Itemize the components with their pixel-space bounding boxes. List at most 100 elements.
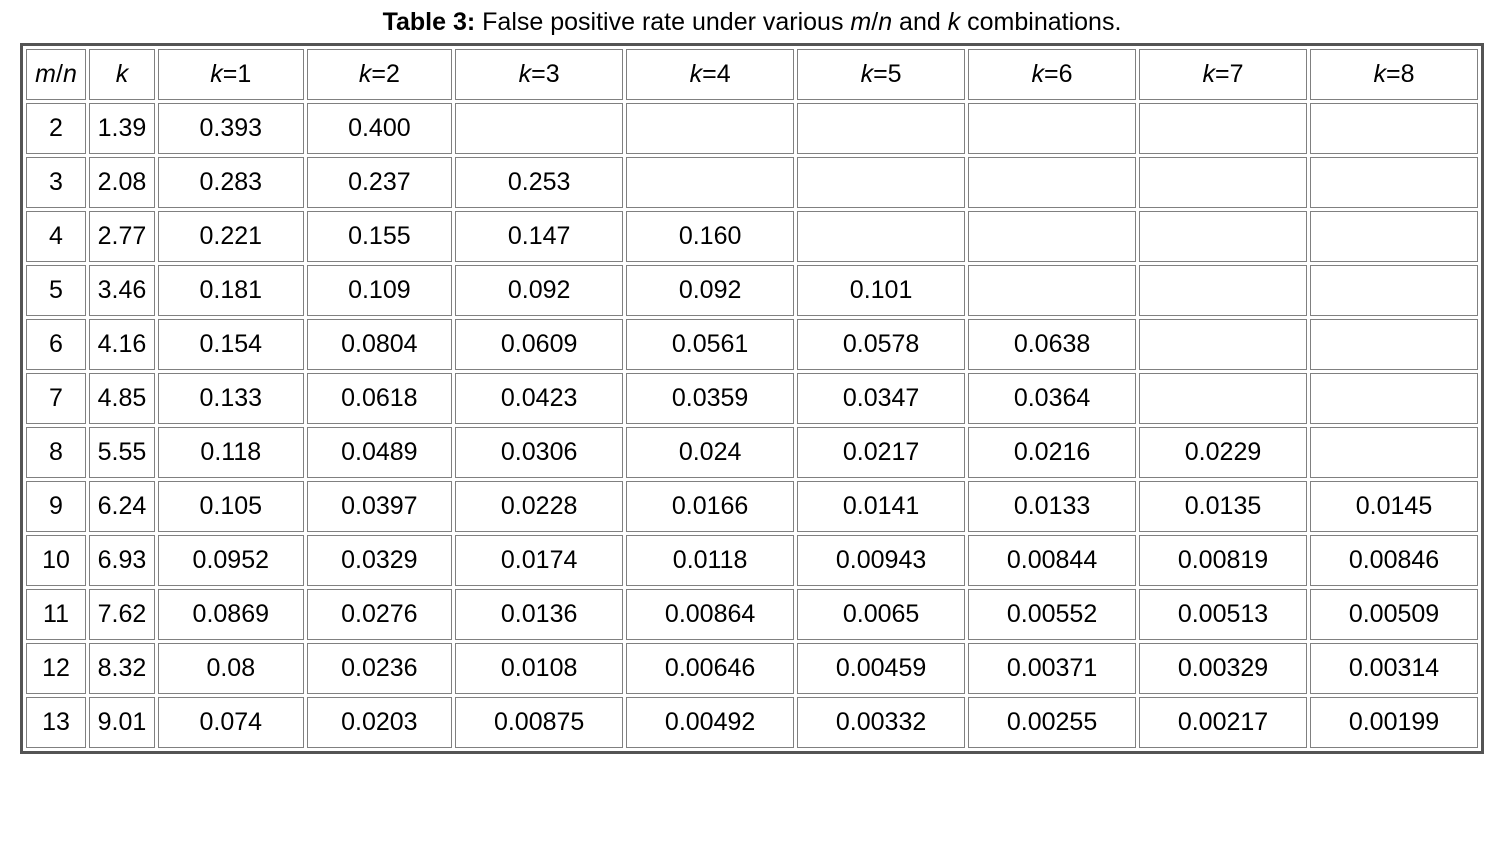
cell-value: 0.00509 bbox=[1310, 589, 1478, 640]
table-row: 42.770.2210.1550.1470.160 bbox=[26, 211, 1478, 262]
table-caption: Table 3: False positive rate under vario… bbox=[20, 8, 1484, 37]
cell-value: 0.0489 bbox=[307, 427, 453, 478]
header-k4-eq: = bbox=[702, 60, 717, 88]
cell-value: 0.00513 bbox=[1139, 589, 1307, 640]
table-row: 32.080.2830.2370.253 bbox=[26, 157, 1478, 208]
header-k3: k=3 bbox=[455, 49, 623, 100]
cell-value: 0.0236 bbox=[307, 643, 453, 694]
header-k6-k: k bbox=[1032, 60, 1045, 88]
cell-value: 0.181 bbox=[158, 265, 304, 316]
cell-value bbox=[1139, 103, 1307, 154]
cell-value: 0.0609 bbox=[455, 319, 623, 370]
header-k2: k=2 bbox=[307, 49, 453, 100]
cell-k: 1.39 bbox=[89, 103, 155, 154]
cell-value bbox=[1139, 373, 1307, 424]
cell-value: 0.00371 bbox=[968, 643, 1136, 694]
cell-mn: 2 bbox=[26, 103, 86, 154]
cell-value: 0.0141 bbox=[797, 481, 965, 532]
table-row: 85.550.1180.04890.03060.0240.02170.02160… bbox=[26, 427, 1478, 478]
table-body: 21.390.3930.40032.080.2830.2370.25342.77… bbox=[26, 103, 1478, 748]
cell-value bbox=[1310, 157, 1478, 208]
cell-value: 0.221 bbox=[158, 211, 304, 262]
cell-value: 0.0145 bbox=[1310, 481, 1478, 532]
cell-value: 0.0217 bbox=[797, 427, 965, 478]
header-k4-k: k bbox=[690, 60, 703, 88]
cell-mn: 9 bbox=[26, 481, 86, 532]
cell-value: 0.0174 bbox=[455, 535, 623, 586]
cell-value: 0.133 bbox=[158, 373, 304, 424]
header-mn-slash: / bbox=[56, 60, 63, 88]
header-k2-k: k bbox=[359, 60, 372, 88]
cell-value bbox=[1310, 265, 1478, 316]
caption-suffix: combinations. bbox=[960, 8, 1121, 36]
cell-value: 0.0229 bbox=[1139, 427, 1307, 478]
cell-value bbox=[968, 103, 1136, 154]
header-k6-eq: = bbox=[1044, 60, 1059, 88]
cell-value: 0.00646 bbox=[626, 643, 794, 694]
cell-value: 0.0869 bbox=[158, 589, 304, 640]
cell-value bbox=[1139, 265, 1307, 316]
cell-mn: 13 bbox=[26, 697, 86, 748]
cell-value bbox=[968, 211, 1136, 262]
cell-value: 0.0804 bbox=[307, 319, 453, 370]
cell-value: 0.0166 bbox=[626, 481, 794, 532]
table-row: 106.930.09520.03290.01740.01180.009430.0… bbox=[26, 535, 1478, 586]
cell-value: 0.283 bbox=[158, 157, 304, 208]
header-k8: k=8 bbox=[1310, 49, 1478, 100]
cell-value: 0.237 bbox=[307, 157, 453, 208]
cell-mn: 8 bbox=[26, 427, 86, 478]
header-k4-val: 4 bbox=[717, 60, 731, 88]
cell-value: 0.0397 bbox=[307, 481, 453, 532]
cell-value: 0.155 bbox=[307, 211, 453, 262]
cell-value bbox=[1139, 157, 1307, 208]
cell-value: 0.147 bbox=[455, 211, 623, 262]
table-row: 74.850.1330.06180.04230.03590.03470.0364 bbox=[26, 373, 1478, 424]
header-k6: k=6 bbox=[968, 49, 1136, 100]
cell-value: 0.0618 bbox=[307, 373, 453, 424]
table-header-row: m/n k k=1 k=2 k=3 k=4 k=5 k=6 k=7 k=8 bbox=[26, 49, 1478, 100]
header-mn-n: n bbox=[63, 60, 77, 88]
cell-value: 0.00846 bbox=[1310, 535, 1478, 586]
cell-value: 0.092 bbox=[626, 265, 794, 316]
cell-value: 0.00492 bbox=[626, 697, 794, 748]
cell-value: 0.393 bbox=[158, 103, 304, 154]
cell-value: 0.400 bbox=[307, 103, 453, 154]
cell-value bbox=[1310, 211, 1478, 262]
cell-value: 0.00875 bbox=[455, 697, 623, 748]
header-k4: k=4 bbox=[626, 49, 794, 100]
cell-value: 0.0638 bbox=[968, 319, 1136, 370]
header-k7-eq: = bbox=[1215, 60, 1230, 88]
header-k1-eq: = bbox=[223, 60, 238, 88]
cell-value: 0.0347 bbox=[797, 373, 965, 424]
cell-mn: 5 bbox=[26, 265, 86, 316]
cell-k: 6.93 bbox=[89, 535, 155, 586]
table-row: 21.390.3930.400 bbox=[26, 103, 1478, 154]
header-k1: k=1 bbox=[158, 49, 304, 100]
header-k5-k: k bbox=[861, 60, 874, 88]
cell-mn: 10 bbox=[26, 535, 86, 586]
header-k6-val: 6 bbox=[1059, 60, 1073, 88]
cell-value: 0.109 bbox=[307, 265, 453, 316]
header-k8-k: k bbox=[1373, 60, 1386, 88]
cell-k: 9.01 bbox=[89, 697, 155, 748]
caption-prefix: Table 3: bbox=[383, 8, 476, 36]
cell-value: 0.0329 bbox=[307, 535, 453, 586]
cell-value: 0.00844 bbox=[968, 535, 1136, 586]
cell-value: 0.160 bbox=[626, 211, 794, 262]
cell-k: 3.46 bbox=[89, 265, 155, 316]
header-k7: k=7 bbox=[1139, 49, 1307, 100]
cell-mn: 4 bbox=[26, 211, 86, 262]
table-row: 64.160.1540.08040.06090.05610.05780.0638 bbox=[26, 319, 1478, 370]
cell-value bbox=[797, 103, 965, 154]
cell-value: 0.118 bbox=[158, 427, 304, 478]
cell-value: 0.253 bbox=[455, 157, 623, 208]
header-k5-val: 5 bbox=[888, 60, 902, 88]
cell-value: 0.08 bbox=[158, 643, 304, 694]
cell-value: 0.00199 bbox=[1310, 697, 1478, 748]
header-k2-eq: = bbox=[371, 60, 386, 88]
cell-value bbox=[1310, 427, 1478, 478]
cell-value: 0.00552 bbox=[968, 589, 1136, 640]
cell-value bbox=[968, 157, 1136, 208]
cell-value: 0.0561 bbox=[626, 319, 794, 370]
cell-k: 6.24 bbox=[89, 481, 155, 532]
